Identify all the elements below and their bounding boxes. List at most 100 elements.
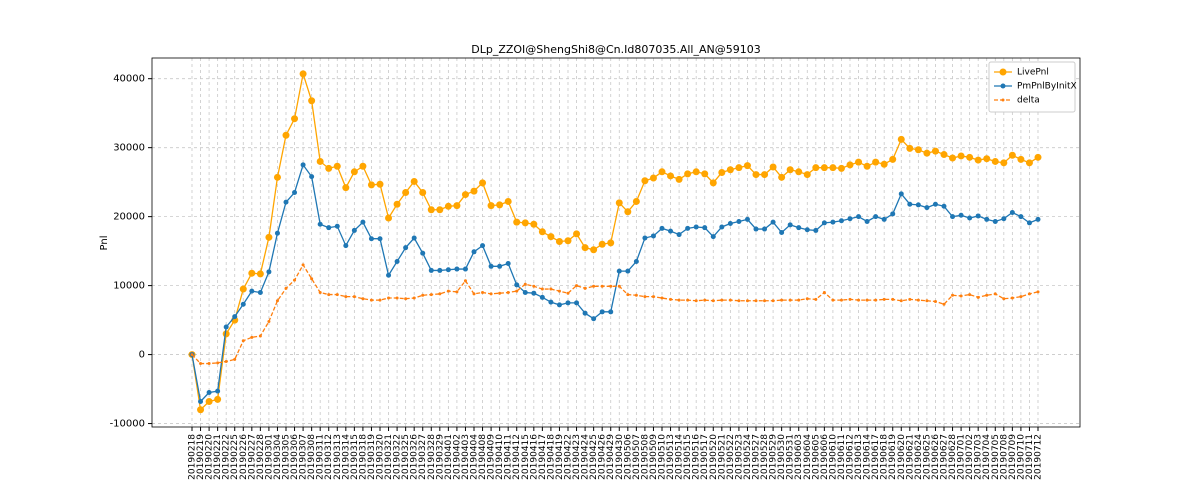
data-point [266,269,272,275]
data-point [932,201,938,207]
data-point [931,147,939,155]
data-point [882,297,886,301]
x-tick-label: 20190708 [999,434,1009,480]
data-point [233,357,237,361]
data-point [538,228,546,236]
data-point [684,170,692,178]
x-tick-label: 20190327 [418,434,428,480]
x-tick-label: 20190320 [376,434,386,480]
data-point [299,70,307,78]
data-point [941,203,947,209]
series-line [191,263,1039,365]
data-point [436,206,444,214]
data-point [359,162,367,170]
x-tick-label: 20190523 [734,434,744,480]
x-tick-label: 20190402 [452,434,462,480]
data-point [924,205,930,211]
data-point [796,225,802,231]
data-point [786,166,794,174]
data-point [847,216,853,222]
data-point [206,390,212,396]
data-point [923,149,931,157]
data-point [950,214,956,220]
x-tick-label: 20190508 [640,434,650,480]
data-point [925,299,929,303]
y-tick-label: 0 [139,350,145,361]
data-point [692,168,700,176]
x-tick-label: 20190219 [196,434,206,480]
chart-title: DLp_ZZOI@ShengShi8@Cn.Id807035.All_AN@59… [471,43,761,56]
data-point [412,296,416,300]
x-tick-label: 20190426 [598,434,608,480]
x-tick-label: 20190517 [700,434,710,480]
data-point [267,319,271,323]
x-tick-label: 20190610 [828,434,838,480]
legend-marker [999,68,1007,76]
data-point [479,179,487,187]
data-point [274,230,280,236]
x-tick-label: 20190226 [239,434,249,480]
data-point [820,164,828,172]
data-point [874,298,878,302]
x-tick-label: 20190326 [410,434,420,480]
data-point [993,292,997,296]
x-tick-label: 20190313 [333,434,343,480]
x-tick-label: 20190521 [717,434,727,480]
x-tick-label: 20190311 [316,434,326,480]
data-point [872,158,880,166]
x-tick-label: 20190412 [512,434,522,480]
data-point [771,299,775,303]
x-tick-label: 20190627 [940,434,950,480]
data-point [1025,159,1033,167]
data-point [694,299,698,303]
data-point [248,269,256,277]
data-point [368,236,374,242]
data-point [966,153,974,161]
x-tick-label: 20190222 [222,434,232,480]
data-point [505,261,511,267]
data-point [470,187,478,195]
data-point [778,173,786,181]
data-point [984,216,990,222]
data-point [489,292,493,296]
data-point [453,202,461,210]
x-tick-label: 20190527 [752,434,762,480]
data-point [703,298,707,302]
y-tick-label: 30000 [113,143,145,154]
legend-label: PmPnlByInitX [1017,82,1077,92]
data-point [343,243,349,249]
data-point [404,297,408,301]
data-point [762,226,768,232]
x-tick-label: 20190404 [470,434,480,480]
data-point [881,216,887,222]
data-point [395,296,399,300]
data-point [461,191,469,199]
data-point [557,289,561,293]
x-tick-label: 20190529 [769,434,779,480]
data-point [333,162,341,170]
data-point [377,236,383,242]
data-point [745,299,749,303]
data-point [360,219,366,225]
data-point [660,296,664,300]
data-point [1010,296,1014,300]
x-tick-label: 20190617 [871,434,881,480]
data-point [608,309,614,315]
x-tick-label: 20190604 [803,434,813,480]
data-point [488,263,494,269]
data-point [454,266,460,272]
data-point [624,208,632,216]
data-point [523,282,527,286]
data-point [327,293,331,297]
data-point [351,227,357,233]
data-point [334,223,340,229]
y-tick-label: -10000 [110,419,145,430]
series-line [191,73,1039,412]
data-point [455,290,459,294]
x-tick-label: 20190704 [982,434,992,480]
y-tick-label: 40000 [113,74,145,85]
data-point [1036,290,1040,294]
data-point [891,297,895,301]
data-point [976,295,980,299]
data-point [300,162,306,168]
